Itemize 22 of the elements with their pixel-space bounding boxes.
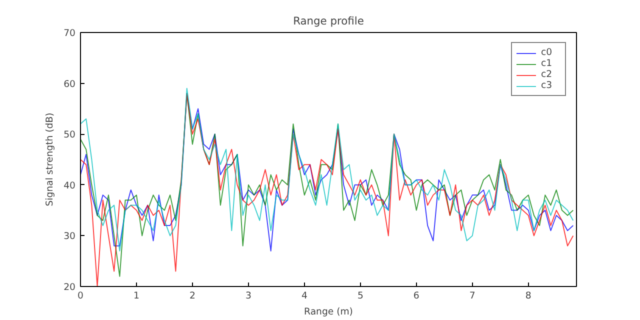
- x-tick-label: 2: [189, 290, 196, 302]
- chart-title: Range profile: [293, 14, 364, 28]
- y-tick-label: 30: [64, 231, 76, 242]
- x-tick-label: 6: [413, 290, 420, 302]
- legend-label: c3: [541, 80, 554, 91]
- x-tick-label: 8: [525, 290, 532, 302]
- x-tick-label: 0: [78, 290, 84, 302]
- y-tick-label: 60: [64, 78, 76, 90]
- y-tick-label: 40: [64, 180, 76, 192]
- y-axis-title: Signal strength (dB): [44, 112, 56, 206]
- x-tick-label: 3: [245, 290, 252, 302]
- x-axis-title: Range (m): [304, 306, 353, 318]
- x-tick-label: 5: [357, 290, 364, 302]
- x-tick-label: 7: [469, 290, 476, 302]
- y-tick-label: 50: [64, 130, 76, 141]
- y-tick-label: 70: [64, 28, 76, 39]
- legend-label: c1: [541, 58, 554, 69]
- legend-label: c2: [541, 69, 554, 80]
- legend-label: c0: [541, 47, 554, 58]
- x-tick-label: 1: [134, 290, 140, 302]
- x-tick-label: 4: [301, 290, 308, 302]
- y-tick-label: 20: [64, 282, 76, 293]
